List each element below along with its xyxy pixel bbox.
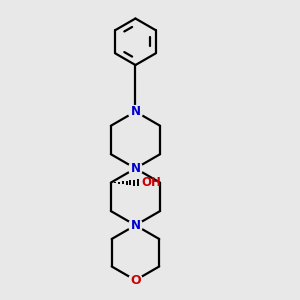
Text: N: N: [130, 162, 140, 175]
Text: N: N: [130, 219, 140, 232]
Text: O: O: [130, 274, 141, 287]
Text: OH: OH: [141, 176, 161, 189]
Text: N: N: [130, 105, 140, 118]
